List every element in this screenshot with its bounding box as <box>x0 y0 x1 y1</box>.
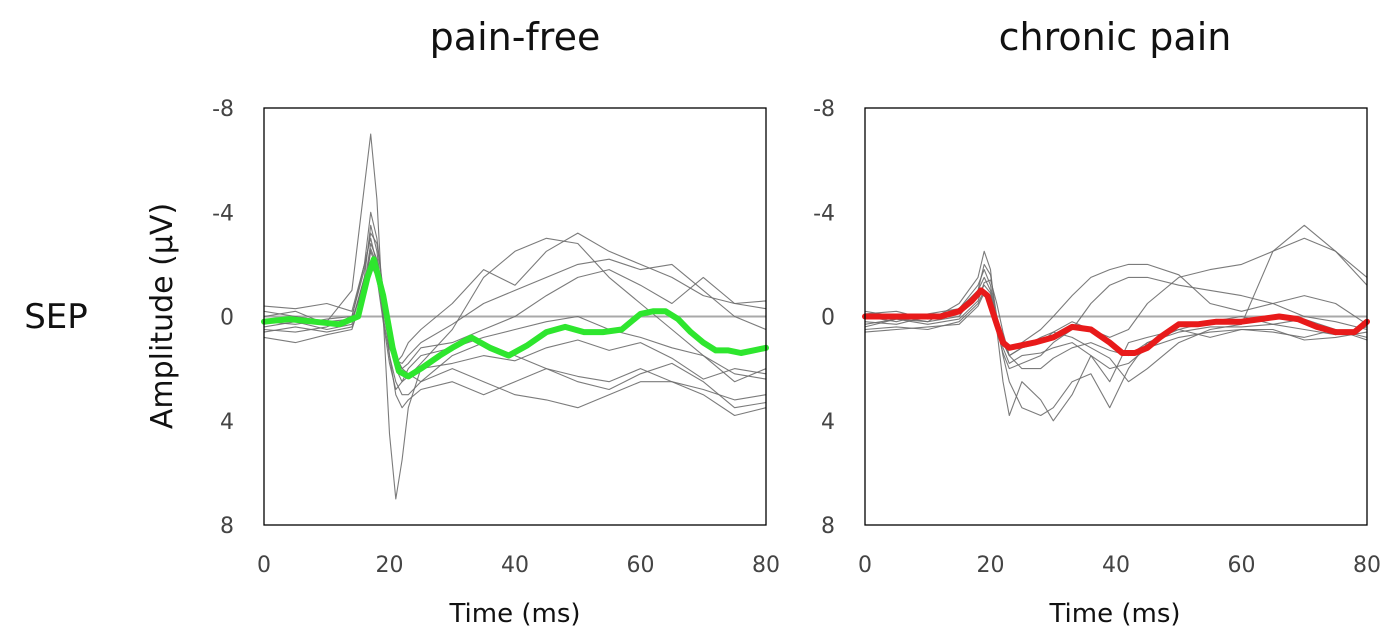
individual-trace <box>864 279 1368 370</box>
individual-trace <box>263 232 767 364</box>
mean-trace <box>261 256 769 380</box>
panel-title: chronic pain <box>999 15 1232 59</box>
row-label: SEP <box>24 297 88 337</box>
individual-trace <box>864 263 1368 349</box>
panel-title: pain-free <box>430 15 601 59</box>
x-tick-label: 60 <box>1228 553 1256 578</box>
x-tick-label: 40 <box>501 553 529 578</box>
individual-trace <box>263 263 767 391</box>
individual-trace <box>864 276 1368 370</box>
y-tick-label: 4 <box>821 410 835 435</box>
plot-frame <box>864 107 1368 526</box>
x-tick-label: 20 <box>977 553 1005 578</box>
panel-pain-free: pain-free -8 -4 0 4 8 0 20 40 60 80 Time (ms) <box>212 15 780 629</box>
y-tick-label: -8 <box>813 97 835 122</box>
y-tick-label: 8 <box>821 514 835 539</box>
y-tick-label: -4 <box>212 201 234 226</box>
y-tick-label: 0 <box>220 306 234 331</box>
individual-trace <box>864 237 1368 357</box>
x-tick-label: 0 <box>257 553 271 578</box>
mean-trace <box>862 287 1370 356</box>
y-tick-label: -8 <box>212 97 234 122</box>
y-tick-label: 8 <box>220 514 234 539</box>
y-tick-labels: -8 -4 0 4 8 <box>212 97 234 539</box>
individual-trace <box>263 232 767 370</box>
y-tick-labels: -8 -4 0 4 8 <box>813 97 835 539</box>
y-axis-label: Amplitude (μV) <box>145 203 180 429</box>
x-tick-label: 0 <box>858 553 872 578</box>
x-tick-label: 80 <box>752 553 780 578</box>
x-tick-labels: 0 20 40 60 80 <box>257 553 780 578</box>
individual-trace <box>864 269 1368 417</box>
x-axis-label: Time (ms) <box>1048 599 1180 629</box>
panel-chronic-pain: chronic pain -8 -4 0 4 8 0 20 40 60 80 Time (ms) <box>813 15 1381 629</box>
x-axis-label: Time (ms) <box>448 599 580 629</box>
x-tick-label: 40 <box>1102 553 1130 578</box>
individual-trace <box>864 224 1368 383</box>
individual-traces <box>864 224 1368 422</box>
individual-trace <box>263 211 767 417</box>
y-tick-label: -4 <box>813 201 835 226</box>
x-tick-label: 60 <box>627 553 655 578</box>
y-tick-label: 4 <box>220 410 234 435</box>
individual-trace <box>263 224 767 383</box>
x-tick-label: 20 <box>376 553 404 578</box>
plot-frame <box>263 107 767 526</box>
y-tick-label: 0 <box>821 306 835 331</box>
x-tick-label: 80 <box>1353 553 1381 578</box>
x-tick-labels: 0 20 40 60 80 <box>858 553 1381 578</box>
